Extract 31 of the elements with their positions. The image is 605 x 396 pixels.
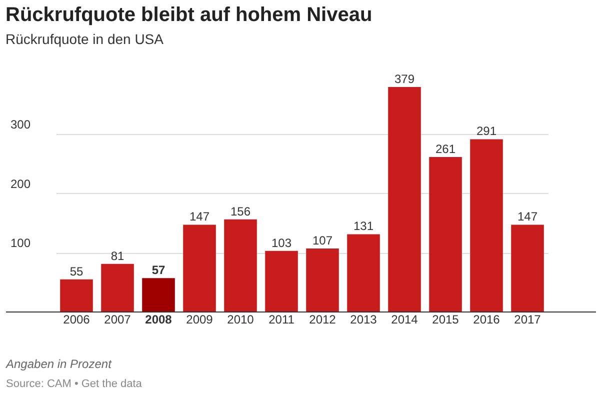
x-tick-label: 2013: [350, 312, 378, 326]
data-label: 57: [152, 263, 166, 278]
source-note: Source: CAM • Get the data: [6, 378, 143, 390]
data-label: 147: [517, 210, 538, 224]
data-label: 291: [476, 124, 497, 138]
data-label: 261: [435, 142, 456, 156]
data-label: 103: [271, 236, 292, 250]
x-tick-label: 2010: [227, 312, 254, 326]
data-label: 156: [230, 204, 251, 218]
x-tick-label: 2016: [473, 312, 500, 326]
x-tick-label: 2011: [268, 312, 295, 326]
data-label: 131: [353, 219, 374, 234]
y-tick-label: 100: [10, 236, 31, 250]
data-label: 81: [110, 248, 124, 263]
x-tick-label: 2006: [63, 312, 90, 326]
x-tick-label: 2007: [104, 312, 132, 326]
data-label: 55: [70, 264, 84, 278]
x-tick-label: 2012: [309, 312, 336, 326]
y-tick-label: 200: [10, 176, 31, 191]
x-tick-label: 2014: [391, 312, 418, 326]
data-label: 379: [394, 72, 415, 86]
x-tick-label: 2009: [186, 312, 214, 326]
chart-subtitle: Rückrufquote in den USA: [6, 31, 164, 47]
y-tick-label: 300: [10, 117, 31, 132]
x-tick-label: 2017: [514, 312, 542, 326]
chart-title: Rückrufquote bleibt auf hohem Niveau: [6, 4, 372, 26]
x-tick-label: 2015: [432, 312, 460, 326]
data-label: 107: [312, 233, 333, 248]
data-label: 147: [189, 210, 210, 224]
text: Angaben in Prozent: [5, 357, 112, 371]
x-tick-label: 2008: [145, 312, 172, 326]
